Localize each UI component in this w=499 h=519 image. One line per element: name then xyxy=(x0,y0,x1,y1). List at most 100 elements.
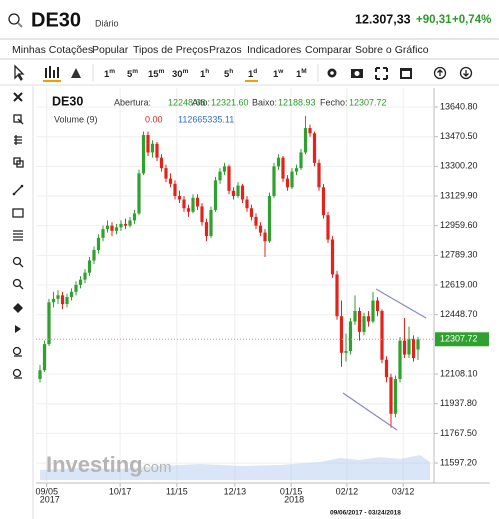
candle-body xyxy=(254,216,258,226)
candle-body xyxy=(416,339,420,350)
candle-body xyxy=(87,260,92,273)
magnet[interactable] xyxy=(12,346,23,357)
candle-body xyxy=(357,311,362,332)
timeframe-button[interactable]: 1h xyxy=(200,68,209,80)
timeframe-number: 1 xyxy=(296,69,302,80)
menu-item[interactable]: Comparar xyxy=(305,44,352,56)
timeframe-button[interactable]: 1d xyxy=(248,68,257,80)
area-type[interactable] xyxy=(71,68,81,78)
eraser[interactable] xyxy=(13,303,23,313)
legend-label: Alto: xyxy=(192,97,210,107)
menu-item[interactable]: Indicadores xyxy=(247,44,301,56)
tool[interactable] xyxy=(13,114,24,125)
volume-area xyxy=(40,455,430,480)
price: 12.307,33 xyxy=(355,12,411,26)
candle-body xyxy=(78,279,83,285)
calendar-button[interactable] xyxy=(400,68,412,79)
legend-value: 12307.72 xyxy=(349,97,387,107)
y-tick-label: 12108.10 xyxy=(440,368,478,378)
fib-tool[interactable] xyxy=(13,230,23,241)
volume-label: Volume (9) xyxy=(54,114,98,124)
candle-body xyxy=(38,370,42,379)
delete-tool[interactable] xyxy=(13,92,23,102)
candle-body xyxy=(47,302,51,345)
timeframe-number: 15 xyxy=(148,69,159,80)
tool[interactable] xyxy=(13,157,24,168)
candle-body xyxy=(159,157,164,169)
legend-value: 12248.68 xyxy=(168,97,206,107)
candle-body xyxy=(276,157,281,167)
y-tick-label: 13129.90 xyxy=(440,190,478,200)
timeframe-unit: M xyxy=(301,68,306,75)
candle-body xyxy=(123,223,128,226)
candle-body xyxy=(353,311,357,322)
menu-item[interactable]: Tipos de Preços xyxy=(133,44,208,56)
menu-item[interactable]: Prazos xyxy=(209,44,242,56)
upload-button[interactable] xyxy=(433,66,447,80)
lock[interactable] xyxy=(12,368,23,379)
candle-body xyxy=(83,272,87,280)
candle-body xyxy=(231,190,236,197)
symbol: DE30 xyxy=(31,9,81,31)
timeframe-button[interactable]: 15m xyxy=(148,68,165,80)
timeframe-button[interactable]: 5m xyxy=(127,68,138,80)
visibility[interactable] xyxy=(15,325,21,333)
candle-body xyxy=(330,239,335,275)
timeframe-number: 1 xyxy=(200,69,206,80)
candle-body xyxy=(74,284,78,292)
line-tool[interactable] xyxy=(12,184,24,196)
candle-body xyxy=(393,378,398,414)
period: Diário xyxy=(95,18,119,28)
watermark: Investing xyxy=(46,452,143,477)
timeframe-button[interactable]: 1w xyxy=(273,68,284,80)
cursor-tool[interactable] xyxy=(14,64,25,82)
zoom-in[interactable] xyxy=(12,256,24,268)
candle-body xyxy=(398,340,402,379)
y-tick-label: 11767.50 xyxy=(440,428,477,438)
legend-label: Fecho: xyxy=(320,97,348,107)
legend-label: Abertura: xyxy=(114,97,151,107)
y-tick-label: 12448.70 xyxy=(440,309,478,319)
legend-label: Baixo: xyxy=(252,97,277,107)
timeframe-button[interactable]: 1M xyxy=(296,68,307,80)
menu-item[interactable]: Sobre o Gráfico xyxy=(355,44,429,56)
rect-tool[interactable] xyxy=(12,208,24,218)
candle-body xyxy=(132,213,137,221)
candles-type[interactable] xyxy=(43,66,61,82)
download-button[interactable] xyxy=(459,66,473,80)
snapshot-button[interactable] xyxy=(351,69,363,78)
timeframe-button[interactable]: 5h xyxy=(224,68,233,80)
candle-body xyxy=(272,166,276,197)
timeframe-number: 1 xyxy=(248,69,254,80)
fullscreen-button[interactable] xyxy=(375,67,388,80)
candle-body xyxy=(317,162,321,188)
last-price-label: 12307.72 xyxy=(440,334,478,344)
volume-total: 112665335.11 xyxy=(178,114,234,124)
x-tick-label: 03/12 xyxy=(392,486,415,496)
date-range: 09/06/2017 - 03/24/2018 xyxy=(330,510,401,517)
menu-item[interactable]: Minhas Cotações xyxy=(12,44,93,56)
chart-symbol: DE30 xyxy=(52,94,83,108)
tool[interactable] xyxy=(14,135,22,145)
y-tick-label: 12959.60 xyxy=(440,220,478,230)
zoom-out[interactable] xyxy=(12,278,24,290)
candle-body xyxy=(182,199,186,209)
candle-body xyxy=(146,135,150,153)
timeframe-button[interactable]: 1m xyxy=(104,68,115,80)
candle-body xyxy=(150,143,155,153)
timeframe-unit: d xyxy=(253,68,257,75)
y-tick-label: 13470.50 xyxy=(440,131,478,141)
candle-body xyxy=(281,157,285,179)
timeframe-button[interactable]: 30m xyxy=(172,68,189,80)
candle-body xyxy=(240,185,245,200)
candle-body xyxy=(213,180,218,210)
candle-body xyxy=(384,359,389,378)
x-year-label: 2018 xyxy=(284,494,304,504)
candle-body xyxy=(186,208,191,212)
settings-button[interactable] xyxy=(327,68,337,78)
search-button[interactable] xyxy=(8,13,23,28)
candle-body xyxy=(164,168,168,179)
candle-body xyxy=(101,229,105,238)
menu-item[interactable]: Popular xyxy=(92,44,129,56)
